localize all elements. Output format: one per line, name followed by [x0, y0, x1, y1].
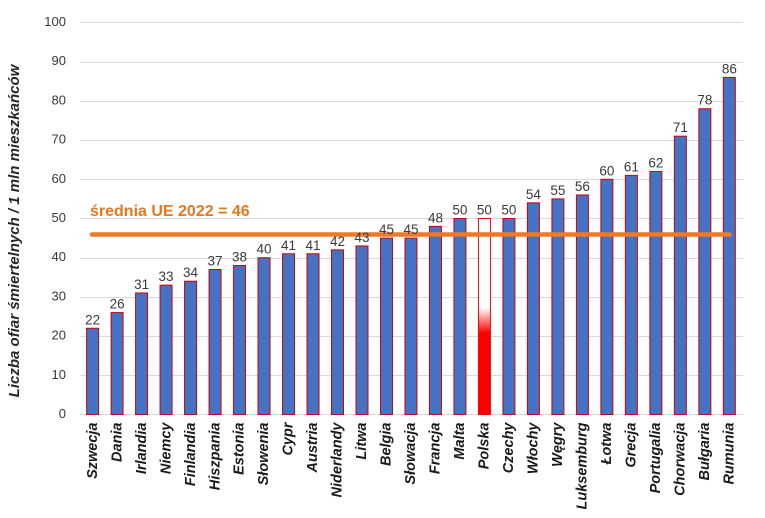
svg-text:42: 42 — [330, 234, 345, 249]
svg-text:Cypr: Cypr — [281, 421, 297, 455]
svg-text:średnia UE 2022 = 46: średnia UE 2022 = 46 — [90, 203, 250, 220]
svg-text:78: 78 — [697, 93, 712, 108]
svg-text:31: 31 — [134, 277, 149, 292]
svg-text:Węgry: Węgry — [550, 422, 566, 467]
svg-text:26: 26 — [110, 297, 125, 312]
svg-text:60: 60 — [52, 171, 66, 186]
svg-text:Litwa: Litwa — [354, 423, 370, 460]
svg-text:90: 90 — [52, 53, 66, 68]
svg-text:Rumunia: Rumunia — [722, 423, 738, 485]
svg-text:Niemcy: Niemcy — [158, 422, 174, 475]
svg-text:Francja: Francja — [428, 423, 444, 475]
svg-text:100: 100 — [44, 14, 66, 29]
svg-text:48: 48 — [428, 210, 443, 225]
svg-text:60: 60 — [599, 163, 614, 178]
svg-text:30: 30 — [52, 288, 66, 303]
svg-text:45: 45 — [403, 222, 418, 237]
svg-text:86: 86 — [722, 61, 737, 76]
svg-text:Luksemburg: Luksemburg — [575, 422, 591, 509]
svg-text:0: 0 — [59, 406, 66, 421]
svg-text:Słowacja: Słowacja — [403, 423, 419, 485]
svg-text:Estonia: Estonia — [232, 423, 248, 475]
svg-text:80: 80 — [52, 92, 66, 107]
svg-text:Malta: Malta — [452, 423, 468, 460]
svg-text:Portugalia: Portugalia — [648, 423, 664, 494]
svg-text:41: 41 — [281, 238, 296, 253]
svg-text:Finlandia: Finlandia — [183, 423, 199, 487]
svg-text:50: 50 — [501, 203, 516, 218]
svg-text:41: 41 — [305, 238, 320, 253]
svg-text:43: 43 — [354, 230, 369, 245]
svg-text:22: 22 — [85, 312, 100, 327]
svg-text:Austria: Austria — [305, 423, 321, 474]
svg-text:70: 70 — [52, 132, 66, 147]
svg-text:33: 33 — [159, 269, 174, 284]
svg-text:Belgia: Belgia — [379, 423, 395, 467]
svg-text:20: 20 — [52, 328, 66, 343]
svg-text:Włochy: Włochy — [526, 422, 542, 474]
svg-text:38: 38 — [232, 250, 247, 265]
svg-text:10: 10 — [52, 367, 66, 382]
svg-text:61: 61 — [624, 159, 639, 174]
svg-text:50: 50 — [52, 210, 66, 225]
svg-text:40: 40 — [257, 242, 272, 257]
svg-text:37: 37 — [208, 253, 223, 268]
svg-text:50: 50 — [452, 203, 467, 218]
svg-text:55: 55 — [550, 183, 565, 198]
svg-text:54: 54 — [526, 187, 542, 202]
svg-text:56: 56 — [575, 179, 590, 194]
svg-text:Czechy: Czechy — [501, 422, 517, 474]
svg-text:Dania: Dania — [109, 423, 125, 463]
svg-text:Irlandia: Irlandia — [134, 423, 150, 475]
svg-text:Chorwacja: Chorwacja — [673, 423, 689, 496]
svg-text:Grecja: Grecja — [624, 423, 640, 468]
svg-text:45: 45 — [379, 222, 394, 237]
svg-text:71: 71 — [673, 120, 688, 135]
svg-text:Polska: Polska — [477, 423, 493, 470]
svg-text:62: 62 — [648, 155, 663, 170]
svg-text:Łotwa: Łotwa — [599, 423, 615, 466]
svg-text:Słowenia: Słowenia — [256, 423, 272, 486]
svg-text:50: 50 — [477, 203, 492, 218]
svg-text:34: 34 — [183, 265, 199, 280]
svg-text:Hiszpania: Hiszpania — [207, 423, 223, 491]
svg-text:Szwecja: Szwecja — [85, 423, 101, 479]
svg-text:Niderlandy: Niderlandy — [330, 422, 346, 498]
svg-text:Bułgaria: Bułgaria — [697, 423, 713, 481]
svg-text:40: 40 — [52, 249, 66, 264]
svg-text:Liczba ofiar śmiertelnych / 1: Liczba ofiar śmiertelnych / 1 mln mieszk… — [6, 63, 23, 397]
